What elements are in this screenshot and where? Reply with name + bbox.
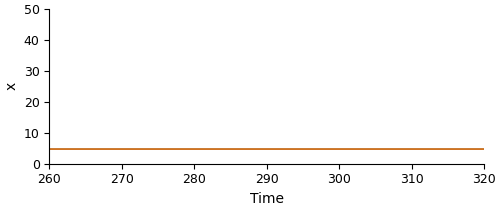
- X-axis label: Time: Time: [250, 192, 284, 206]
- Y-axis label: x: x: [4, 82, 18, 91]
